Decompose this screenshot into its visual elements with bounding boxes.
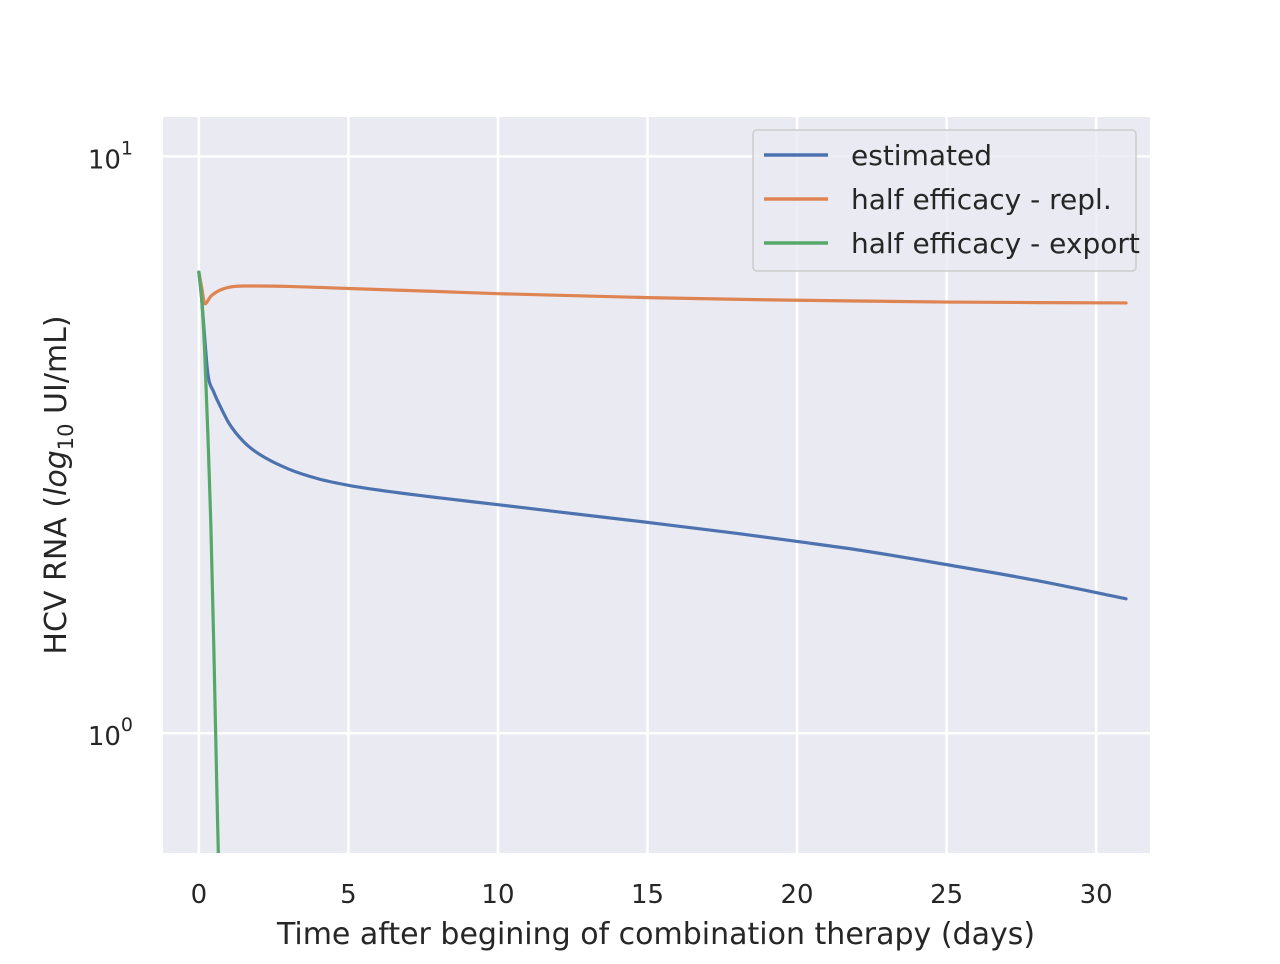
x-tick-label: 30 — [1080, 880, 1113, 910]
x-tick-label: 5 — [340, 880, 357, 910]
y-tick-label: 101 — [88, 137, 133, 175]
x-tick-label: 0 — [191, 880, 208, 910]
y-axis-label-prefix: HCV RNA ( — [39, 496, 74, 655]
y-tick-exponent: 0 — [121, 714, 133, 736]
x-tick-label: 25 — [930, 880, 963, 910]
series-line-estimated — [197, 270, 1128, 601]
y-axis-label: HCV RNA (log10 UI/mL) — [39, 315, 78, 654]
y-axis-label-math: log — [39, 450, 74, 496]
y-axis-label-suffix: UI/mL) — [39, 315, 74, 423]
legend: estimated half efficacy - repl. half eff… — [752, 129, 1140, 272]
x-tick-label: 15 — [631, 880, 664, 910]
legend-label-estimated: estimated — [851, 139, 992, 172]
series-line-half-efficacy-repl — [197, 270, 1128, 306]
x-tick-label: 10 — [481, 880, 514, 910]
y-tick-base: 10 — [88, 722, 121, 752]
series-layer — [197, 270, 1128, 853]
legend-label-half-efficacy-repl: half efficacy - repl. — [851, 183, 1112, 216]
x-axis-label: Time after begining of combination thera… — [276, 917, 1035, 952]
legend-label-half-efficacy-export: half efficacy - export — [851, 227, 1140, 260]
legend-box — [752, 129, 1137, 272]
y-tick-label: 100 — [88, 714, 133, 752]
y-tick-base: 10 — [88, 145, 121, 175]
x-tick-label: 20 — [781, 880, 814, 910]
y-axis-label-subscript: 10 — [54, 424, 78, 451]
y-tick-exponent: 1 — [121, 137, 133, 159]
series-line-half-efficacy-export — [197, 270, 220, 853]
